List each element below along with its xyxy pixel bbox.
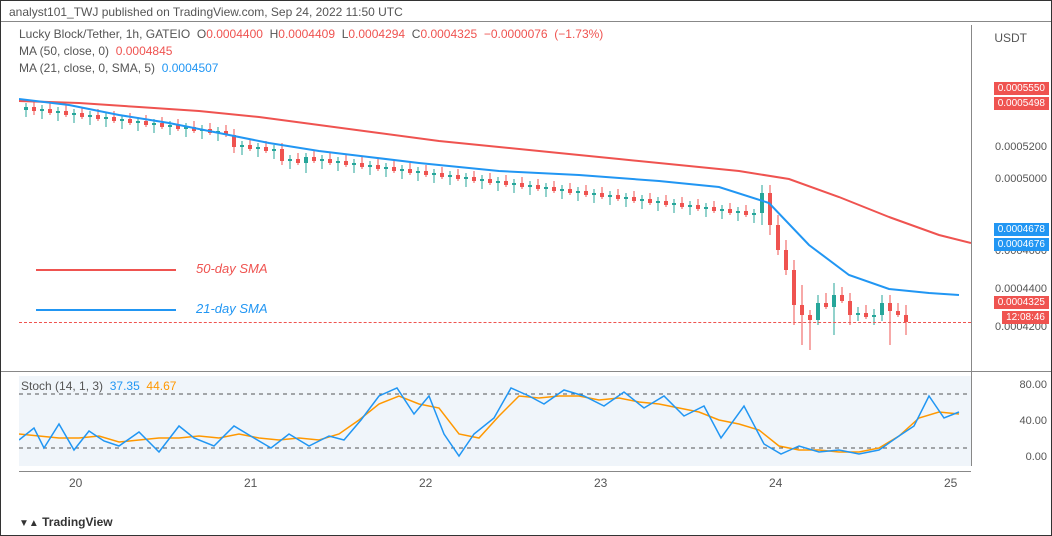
sma50-legend-line — [36, 269, 176, 271]
price-chart[interactable] — [19, 25, 971, 367]
yaxis-price-box: 0.0005498 — [994, 97, 1049, 110]
yaxis-price-box: 0.0004325 — [994, 296, 1049, 309]
xaxis-tick: 21 — [244, 476, 257, 490]
yaxis-price-box: 0.0005550 — [994, 82, 1049, 95]
sma21-legend-text: 21-day SMA — [196, 301, 268, 316]
xaxis-tick: 24 — [769, 476, 782, 490]
chart-container: analyst101_TWJ published on TradingView.… — [0, 0, 1052, 536]
stoch-ytick: 0.00 — [1026, 451, 1047, 463]
header-divider — [1, 21, 1051, 22]
yaxis-price-box: 0.0004678 — [994, 223, 1049, 236]
yaxis-price-box: 12:08:46 — [1002, 311, 1049, 324]
sma21-legend-line — [36, 309, 176, 311]
time-xaxis: 20 21 22 23 24 25 — [19, 471, 971, 492]
stoch-ytick: 80.00 — [1019, 379, 1047, 391]
stoch-label-text: Stoch (14, 1, 3) — [21, 379, 103, 393]
stoch-k-value: 37.35 — [110, 379, 140, 393]
sma50-legend-text: 50-day SMA — [196, 261, 268, 276]
yaxis-tick: 0.0005000 — [995, 173, 1047, 185]
xaxis-tick: 23 — [594, 476, 607, 490]
publish-header: analyst101_TWJ published on TradingView.… — [9, 5, 403, 19]
current-price-line — [19, 322, 971, 323]
xaxis-tick: 20 — [69, 476, 82, 490]
panel-divider — [1, 371, 1051, 372]
stoch-ytick: 40.00 — [1019, 415, 1047, 427]
tradingview-logo: ▼▲ TradingView — [19, 515, 113, 529]
stoch-info: Stoch (14, 1, 3) 37.35 44.67 — [21, 379, 176, 393]
yaxis-tick: 0.0005200 — [995, 141, 1047, 153]
price-yaxis: 0.00052000.00050000.00046000.00044000.00… — [971, 25, 1051, 367]
yaxis-tick: 0.0004400 — [995, 283, 1047, 295]
stoch-yaxis: 80.00 40.00 0.00 — [971, 376, 1051, 466]
xaxis-tick: 25 — [944, 476, 957, 490]
xaxis-tick: 22 — [419, 476, 432, 490]
yaxis-price-box: 0.0004676 — [994, 238, 1049, 251]
stoch-d-value: 44.67 — [146, 379, 176, 393]
